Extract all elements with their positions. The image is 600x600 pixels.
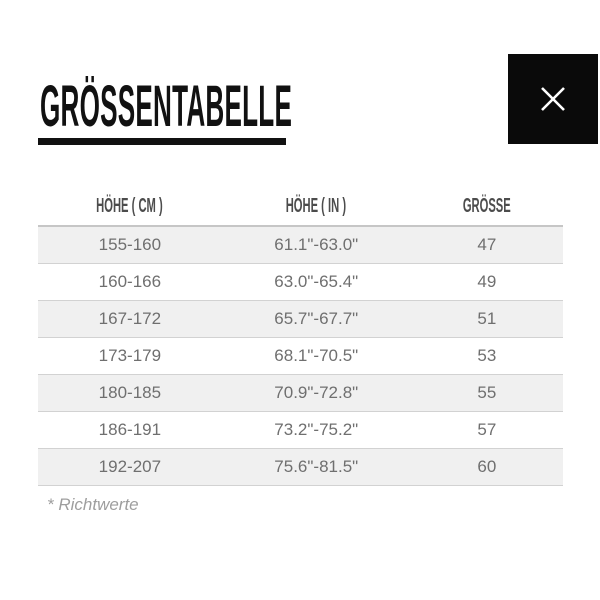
table-cell: 173-179 bbox=[38, 337, 222, 375]
table-row: 180-185 70.9"-72.8" 55 bbox=[38, 374, 563, 412]
column-header-label: GRÖSSE bbox=[462, 194, 511, 217]
table-cell: 63.0"-65.4" bbox=[221, 263, 411, 301]
table-row: 192-207 75.6"-81.5" 60 bbox=[38, 448, 563, 486]
column-header-size: GRÖSSE bbox=[410, 187, 563, 227]
close-button[interactable] bbox=[508, 54, 598, 144]
column-header-height-cm: HÖHE ( CM ) bbox=[38, 187, 222, 227]
page-title-text: GRÖSSENTABELLE bbox=[40, 74, 293, 139]
table-cell: 60 bbox=[410, 448, 563, 486]
table-cell: 68.1"-70.5" bbox=[221, 337, 411, 375]
page-title: GRÖSSENTABELLE bbox=[40, 78, 600, 136]
size-table: HÖHE ( CM ) HÖHE ( IN ) GRÖSSE 155-160 61… bbox=[38, 187, 563, 486]
table-cell: 70.9"-72.8" bbox=[221, 374, 411, 412]
table-cell: 65.7"-67.7" bbox=[221, 300, 411, 338]
table-row: 160-166 63.0"-65.4" 49 bbox=[38, 263, 563, 301]
table-cell: 186-191 bbox=[38, 411, 222, 449]
header-row: HÖHE ( CM ) HÖHE ( IN ) GRÖSSE bbox=[38, 187, 563, 227]
table-cell: 75.6"-81.5" bbox=[221, 448, 411, 486]
table-cell: 53 bbox=[410, 337, 563, 375]
table-cell: 51 bbox=[410, 300, 563, 338]
size-table-body: 155-160 61.1"-63.0" 47 160-166 63.0"-65.4" 49… bbox=[38, 226, 563, 486]
table-row: 173-179 68.1"-70.5" 53 bbox=[38, 337, 563, 375]
table-cell: 160-166 bbox=[38, 263, 222, 301]
footnote: * Richtwerte bbox=[47, 495, 139, 514]
column-header-label: HÖHE ( CM ) bbox=[96, 194, 164, 217]
title-underline bbox=[38, 138, 286, 145]
table-cell: 192-207 bbox=[38, 448, 222, 486]
table-cell: 61.1"-63.0" bbox=[221, 226, 411, 264]
table-cell: 180-185 bbox=[38, 374, 222, 412]
table-cell: 155-160 bbox=[38, 226, 222, 264]
size-table-header: HÖHE ( CM ) HÖHE ( IN ) GRÖSSE bbox=[38, 187, 563, 227]
table-row: 155-160 61.1"-63.0" 47 bbox=[38, 226, 563, 264]
table-row: 186-191 73.2"-75.2" 57 bbox=[38, 411, 563, 449]
table-cell: 73.2"-75.2" bbox=[221, 411, 411, 449]
table-cell: 55 bbox=[410, 374, 563, 412]
table-cell: 167-172 bbox=[38, 300, 222, 338]
table-row: 167-172 65.7"-67.7" 51 bbox=[38, 300, 563, 338]
table-cell: 49 bbox=[410, 263, 563, 301]
column-header-height-in: HÖHE ( IN ) bbox=[221, 187, 411, 227]
table-cell: 47 bbox=[410, 226, 563, 264]
column-header-label: HÖHE ( IN ) bbox=[286, 194, 347, 217]
table-cell: 57 bbox=[410, 411, 563, 449]
close-icon bbox=[541, 87, 565, 111]
